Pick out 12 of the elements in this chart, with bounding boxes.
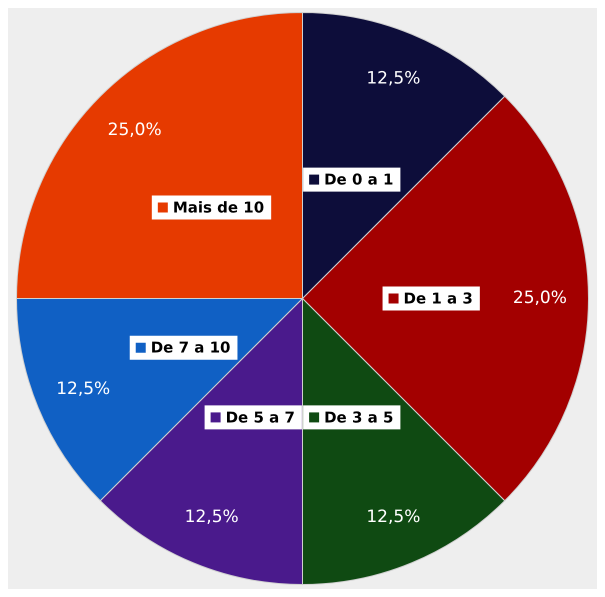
legend-label: De 3 a 5 [324,408,394,426]
data-label: 12,5% [366,68,420,89]
legend-label: De 0 a 1 [324,170,394,188]
legend-label: Mais de 10 [172,198,264,216]
data-label: 12,5% [56,378,110,399]
legend-label: De 5 a 7 [226,408,295,426]
data-label: 12,5% [366,507,420,528]
data-label: 12,5% [184,507,239,528]
legend-label: De 7 a 10 [150,338,230,357]
legend-label: De 1 a 3 [404,289,473,308]
data-label: 25,0% [512,288,567,308]
data-label: 25,0% [108,120,162,140]
